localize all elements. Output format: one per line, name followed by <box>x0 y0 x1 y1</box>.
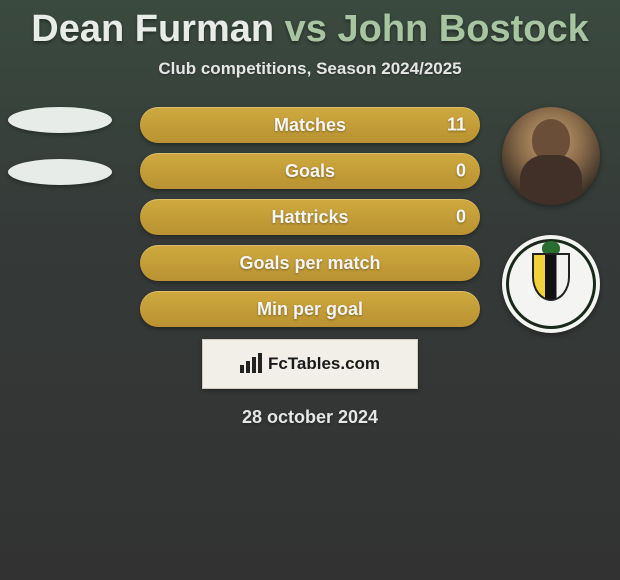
player1-avatar-placeholder <box>8 107 112 133</box>
player2-name: John Bostock <box>337 8 588 50</box>
player2-avatar <box>502 107 600 205</box>
stat-bar-goals: Goals 0 <box>140 153 480 189</box>
chart-icon <box>240 355 262 373</box>
player1-club-placeholder <box>8 159 112 185</box>
stat-bar-hattricks: Hattricks 0 <box>140 199 480 235</box>
stat-value-right: 11 <box>447 115 466 136</box>
player1-column <box>8 107 124 211</box>
stat-label: Min per goal <box>257 299 363 320</box>
stat-value-right: 0 <box>456 207 466 228</box>
stat-bars: Matches 11 Goals 0 Hattricks 0 Goals per… <box>140 107 480 327</box>
season-subtitle: Club competitions, Season 2024/2025 <box>0 59 620 79</box>
comparison-title: Dean Furman vs John Bostock <box>0 0 620 51</box>
stat-label: Goals <box>285 161 335 182</box>
stat-bar-matches: Matches 11 <box>140 107 480 143</box>
snapshot-date: 28 october 2024 <box>0 407 620 428</box>
stat-bar-goals-per-match: Goals per match <box>140 245 480 281</box>
stat-label: Hattricks <box>271 207 348 228</box>
player1-name: Dean Furman <box>31 8 274 50</box>
vs-label: vs <box>285 8 327 50</box>
stats-content: Matches 11 Goals 0 Hattricks 0 Goals per… <box>0 107 620 428</box>
player2-column <box>502 107 602 333</box>
brand-name: FcTables.com <box>268 354 380 374</box>
stat-label: Goals per match <box>239 253 380 274</box>
player2-club-badge <box>502 235 600 333</box>
branding-box[interactable]: FcTables.com <box>202 339 418 389</box>
stat-value-right: 0 <box>456 161 466 182</box>
stat-label: Matches <box>274 115 346 136</box>
stat-bar-min-per-goal: Min per goal <box>140 291 480 327</box>
